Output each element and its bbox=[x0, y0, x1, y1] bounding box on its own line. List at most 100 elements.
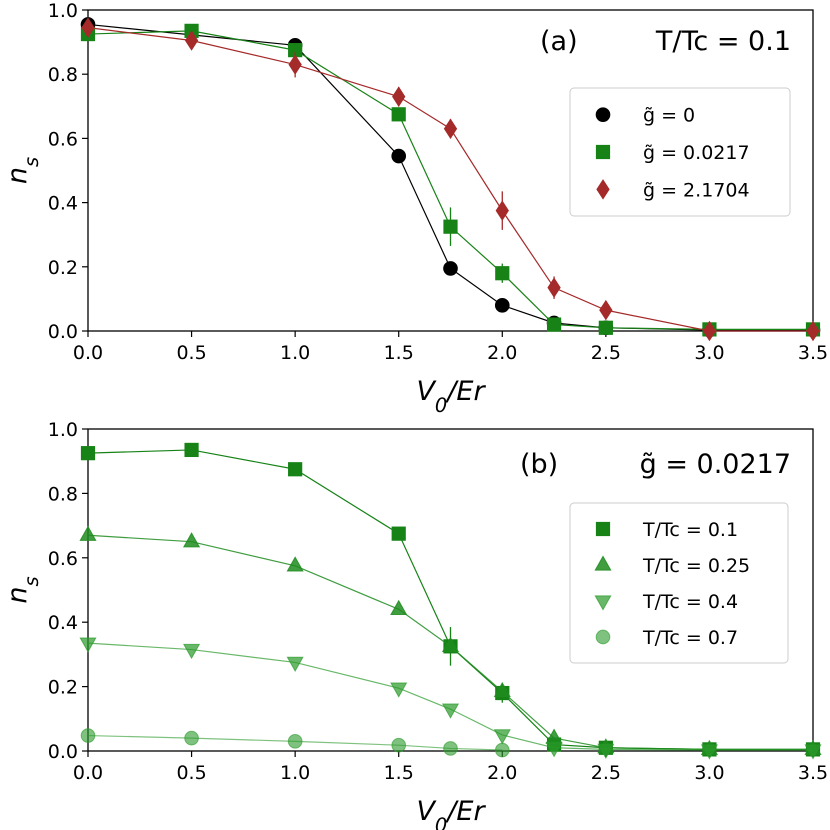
legend-label: T/Tc = 0.7 bbox=[642, 627, 738, 649]
x-tick-label: 0.5 bbox=[176, 762, 206, 784]
series-line bbox=[87, 642, 813, 751]
data-point bbox=[597, 743, 615, 759]
x-tick-label: 3.0 bbox=[694, 762, 724, 784]
data-point bbox=[184, 730, 199, 746]
legend-label: g̃ = 0 bbox=[643, 105, 695, 127]
data-point bbox=[441, 703, 460, 719]
data-point bbox=[391, 737, 407, 753]
x-tick-label: 2.5 bbox=[591, 762, 621, 784]
data-point bbox=[288, 462, 303, 477]
data-point bbox=[494, 742, 510, 758]
y-axis-label: ns bbox=[2, 576, 43, 603]
x-tick-label: 3.0 bbox=[694, 342, 724, 364]
chart-panel-a: 0.0 0.5 1.0 1.5 2.0 2.5 3.0 3.5 0.0 0.2 0.4 0.6 0.8 1… bbox=[2, 0, 828, 417]
data-point bbox=[700, 744, 719, 760]
data-point bbox=[702, 320, 717, 342]
data-point bbox=[79, 525, 97, 541]
series-line bbox=[87, 27, 813, 332]
data-point bbox=[390, 682, 408, 698]
x-tick-label: 1.0 bbox=[280, 342, 310, 364]
legend-label: g̃ = 0.0217 bbox=[643, 142, 750, 164]
x-tick-label: 3.5 bbox=[798, 762, 828, 784]
y-tick-label: 0.4 bbox=[48, 612, 78, 634]
data-point bbox=[599, 299, 613, 321]
legend-marker bbox=[596, 179, 610, 200]
legend-label: T/Tc = 0.4 bbox=[642, 591, 738, 613]
plot-frame bbox=[87, 9, 814, 332]
x-tick-label: 2.0 bbox=[487, 342, 517, 364]
y-tick-label: 0.6 bbox=[48, 128, 78, 150]
data-point bbox=[804, 744, 822, 760]
legend: T/Tc = 0.1 T/Tc = 0.25 T/Tc = 0.4 T/Tc = 0.… bbox=[569, 502, 789, 664]
legend-label: T/Tc = 0.25 bbox=[642, 555, 750, 577]
data-point bbox=[391, 526, 406, 541]
x-tick-label: 0.0 bbox=[73, 342, 103, 364]
data-point bbox=[547, 277, 561, 298]
data-point bbox=[391, 148, 407, 164]
panel-annotation: T/Tc = 0.1 bbox=[655, 26, 791, 57]
panel-label: (b) bbox=[520, 449, 558, 480]
y-tick-label: 1.0 bbox=[48, 0, 78, 22]
data-point bbox=[495, 200, 509, 221]
x-axis-label: V0/Er bbox=[416, 796, 486, 830]
data-point bbox=[441, 636, 460, 652]
x-tick-label: 1.0 bbox=[280, 762, 310, 784]
legend-box bbox=[569, 87, 791, 217]
legend-marker bbox=[594, 555, 612, 571]
y-axis-label: ns bbox=[2, 157, 43, 184]
data-point bbox=[545, 742, 563, 758]
data-point bbox=[182, 643, 201, 660]
data-point bbox=[546, 317, 562, 332]
legend: g̃ = 0 g̃ = 0.0217 g̃ = 2.1704 bbox=[569, 87, 791, 217]
data-point bbox=[493, 681, 511, 698]
data-point bbox=[182, 532, 201, 548]
chart-panel-b: 0.0 0.5 1.0 1.5 2.0 2.5 3.0 3.5 0.0 0.2 0.4 0.6 0.8 1… bbox=[2, 419, 828, 830]
data-point bbox=[443, 219, 458, 234]
data-point bbox=[443, 261, 458, 276]
y-tick-label: 0.2 bbox=[48, 257, 78, 279]
series-2 bbox=[79, 637, 822, 760]
x-tick-label: 1.5 bbox=[384, 342, 414, 364]
series-line bbox=[87, 734, 503, 751]
data-point bbox=[806, 320, 820, 342]
data-point bbox=[495, 266, 510, 281]
y-tick-label: 0.8 bbox=[48, 483, 78, 505]
data-point bbox=[80, 728, 96, 743]
data-point bbox=[443, 118, 458, 140]
data-point bbox=[81, 17, 95, 38]
y-tick-label: 0.4 bbox=[48, 193, 78, 215]
data-point bbox=[79, 637, 97, 653]
panel-annotation: g̃ = 0.0217 bbox=[640, 449, 791, 480]
y-tick-label: 0.6 bbox=[48, 548, 78, 570]
x-tick-label: 2.5 bbox=[591, 342, 621, 364]
y-tick-label: 0.0 bbox=[48, 741, 78, 763]
x-axis-label: V0/Er bbox=[416, 376, 486, 417]
data-point bbox=[390, 599, 408, 615]
data-point bbox=[493, 729, 511, 745]
data-point bbox=[184, 30, 199, 51]
legend-label: T/Tc = 0.1 bbox=[642, 519, 738, 541]
data-point bbox=[392, 86, 406, 107]
x-tick-label: 3.5 bbox=[798, 342, 828, 364]
y-tick-label: 0.8 bbox=[48, 64, 78, 86]
data-point bbox=[286, 556, 304, 572]
legend-box bbox=[569, 502, 789, 664]
data-point bbox=[391, 107, 406, 122]
data-point bbox=[494, 298, 510, 313]
y-tick-label: 0.0 bbox=[48, 321, 78, 343]
data-point bbox=[443, 741, 458, 756]
data-point bbox=[545, 728, 563, 744]
legend-marker bbox=[595, 107, 611, 122]
data-point bbox=[288, 54, 302, 75]
series-3 bbox=[80, 728, 510, 758]
legend-marker bbox=[594, 595, 612, 611]
series-line bbox=[87, 30, 813, 330]
data-point bbox=[598, 320, 613, 335]
x-tick-label: 0.0 bbox=[73, 762, 103, 784]
legend-marker bbox=[595, 629, 611, 645]
legend-label: g̃ = 2.1704 bbox=[643, 179, 750, 201]
panel-label: (a) bbox=[540, 26, 578, 57]
data-point bbox=[286, 656, 304, 673]
legend-marker bbox=[595, 144, 611, 160]
